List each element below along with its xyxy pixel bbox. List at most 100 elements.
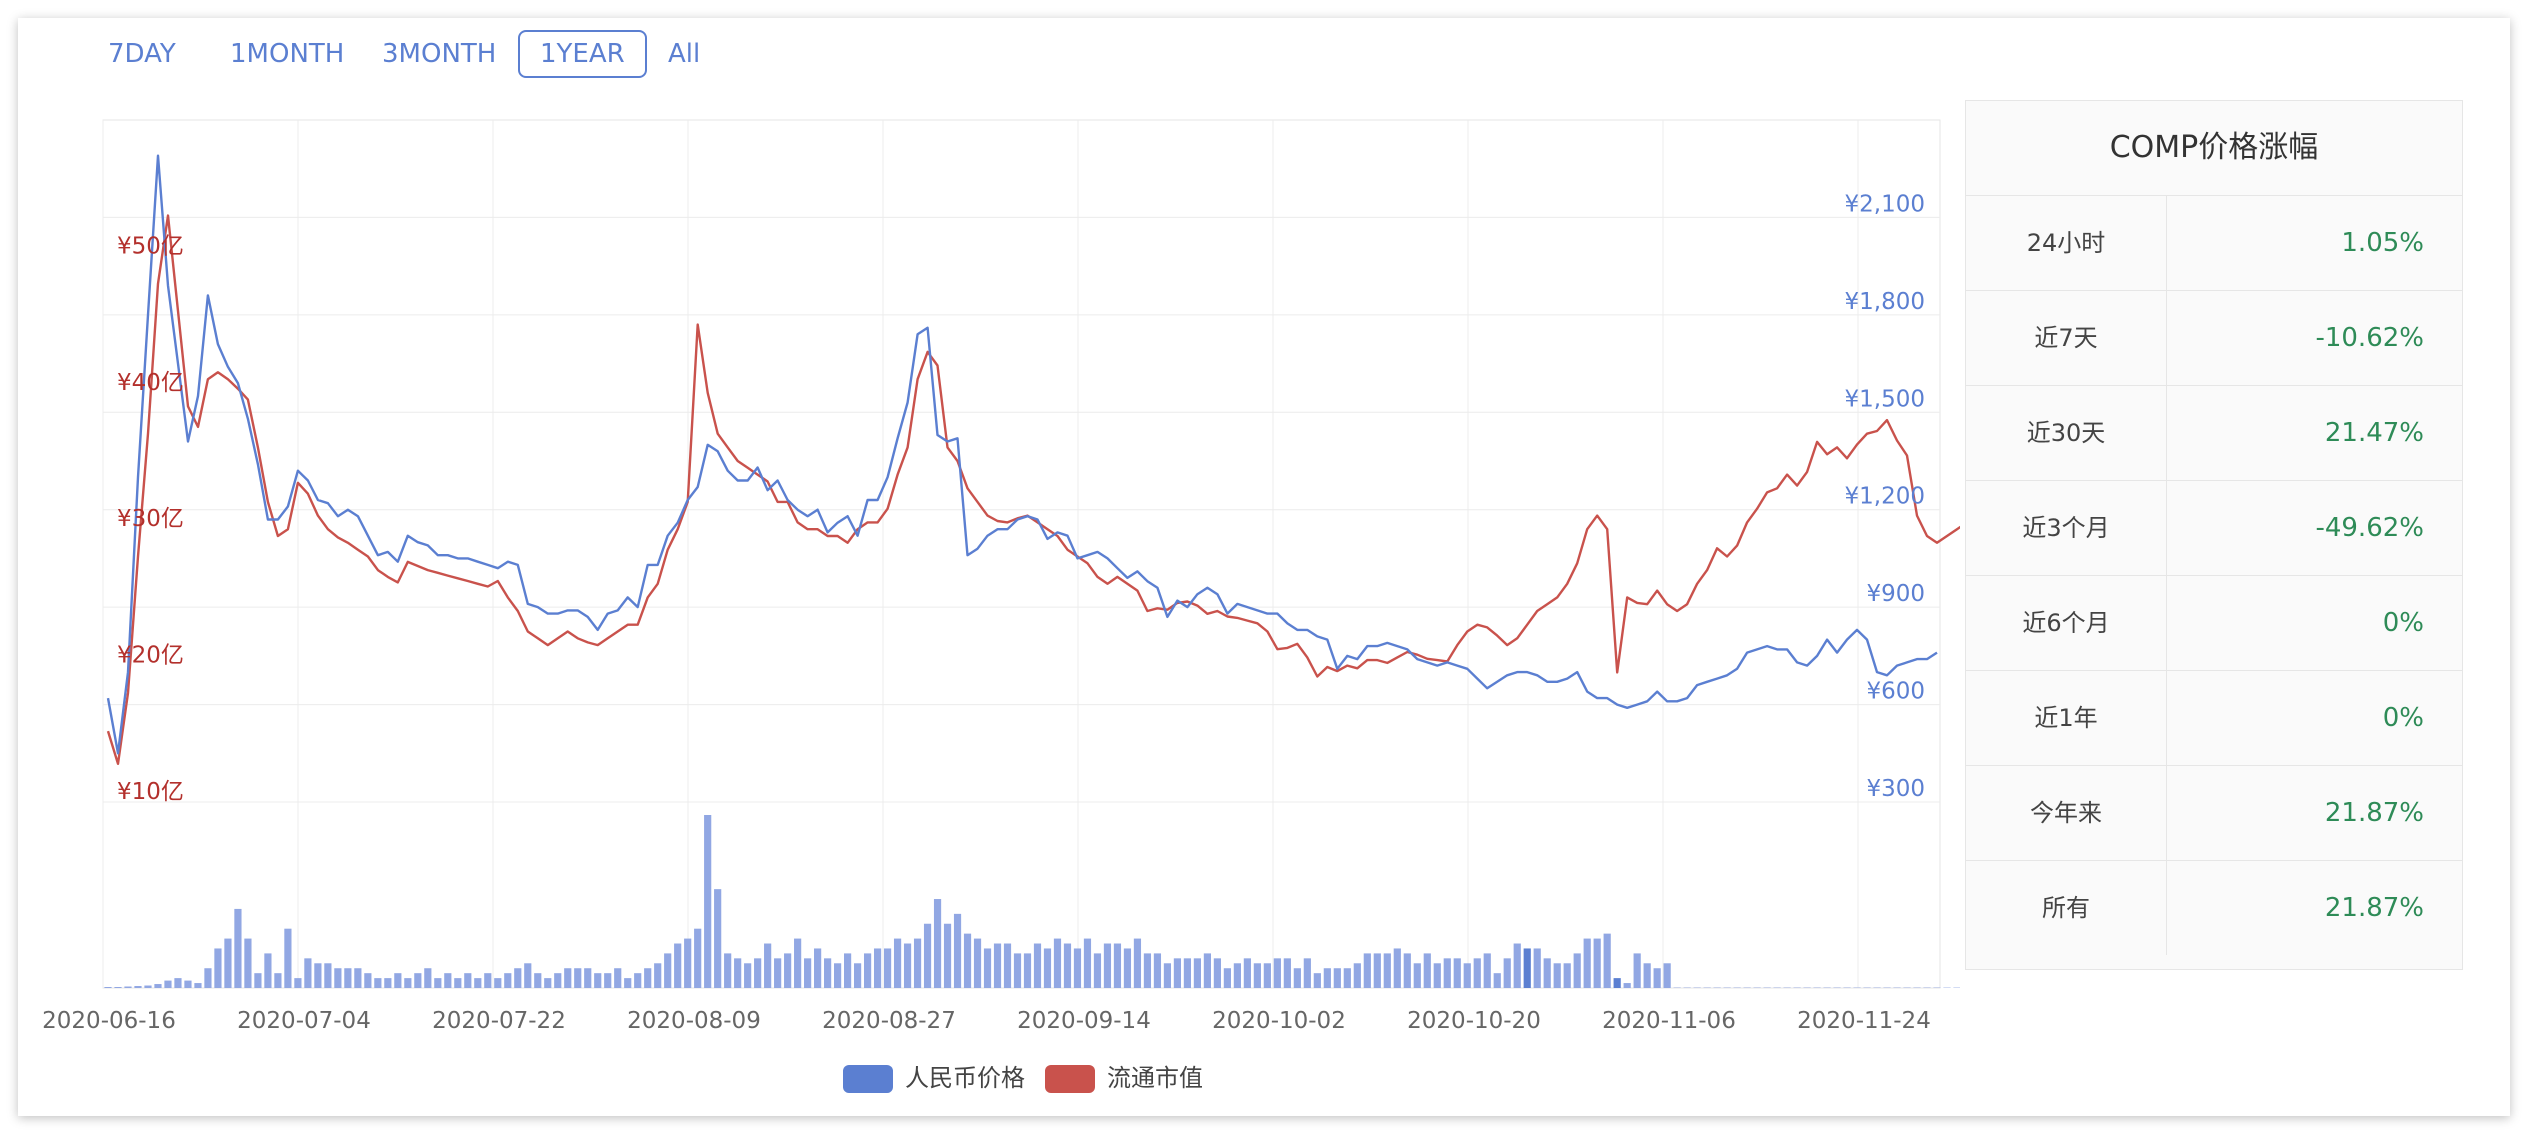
volume-bar bbox=[1213, 958, 1221, 988]
volume-bar bbox=[804, 958, 812, 988]
volume-bar bbox=[903, 943, 912, 988]
change-row: 今年来 21.87% bbox=[1966, 766, 2462, 861]
change-label: 24小时 bbox=[1966, 196, 2167, 290]
volume-bar bbox=[1343, 968, 1351, 988]
x-tick-label: 2020-10-02 bbox=[1212, 1008, 1346, 1034]
change-row: 近3个月 -49.62% bbox=[1966, 481, 2462, 576]
volume-bar bbox=[1833, 987, 1841, 988]
change-value: -10.62% bbox=[2315, 323, 2424, 353]
volume-bar bbox=[1483, 953, 1491, 988]
volume-bar bbox=[514, 968, 522, 988]
volume-bar bbox=[364, 973, 372, 988]
y-left-tick-label: ¥50亿 bbox=[117, 233, 184, 259]
volume-bar bbox=[334, 968, 342, 988]
price-chart: ¥300 ¥600 ¥900 ¥1,200 ¥1,500 ¥1,800 ¥2,100 ¥10亿… bbox=[42, 119, 1960, 1034]
volume-bar bbox=[644, 968, 652, 988]
volume-bar bbox=[824, 958, 832, 988]
volume-bar bbox=[1443, 958, 1451, 988]
volume-bar bbox=[883, 948, 892, 988]
y-right-tick-label: ¥1,800 bbox=[1845, 289, 1925, 315]
tab-7day[interactable]: 7DAY bbox=[108, 39, 176, 69]
volume-bar bbox=[1243, 958, 1251, 988]
volume-bar bbox=[674, 943, 682, 988]
volume-bar bbox=[114, 987, 122, 988]
y-right-tick-label: ¥300 bbox=[1866, 776, 1925, 802]
legend-item-price[interactable]: 人民币价格 bbox=[843, 1064, 1025, 1093]
volume-bar bbox=[284, 928, 292, 988]
volume-bar bbox=[324, 963, 332, 988]
volume-bar bbox=[1773, 987, 1781, 988]
y-right-tick-label: ¥1,200 bbox=[1845, 484, 1925, 510]
volume-bar bbox=[684, 938, 692, 988]
volume-bar bbox=[1513, 943, 1521, 988]
volume-bar bbox=[1423, 953, 1431, 988]
tab-1month[interactable]: 1MONTH bbox=[230, 39, 345, 69]
volume-bar bbox=[184, 980, 192, 988]
volume-bar bbox=[224, 938, 232, 988]
tab-all[interactable]: All bbox=[668, 39, 701, 69]
volume-bar bbox=[1523, 948, 1531, 988]
volume-bar bbox=[504, 973, 512, 988]
volume-bar bbox=[1363, 953, 1371, 988]
volume-bar bbox=[234, 908, 242, 988]
tab-1year[interactable]: 1YEAR bbox=[518, 30, 647, 78]
volume-bar bbox=[1033, 943, 1042, 988]
volume-bar bbox=[724, 953, 732, 988]
volume-bar bbox=[1303, 958, 1311, 988]
y-right-tick-label: ¥900 bbox=[1866, 581, 1925, 607]
volume-bar bbox=[1883, 987, 1891, 988]
volume-bar bbox=[274, 973, 282, 988]
panel-title: COMP价格涨幅 bbox=[1966, 101, 2462, 196]
volume-bar bbox=[963, 933, 972, 988]
x-tick-label: 2020-11-06 bbox=[1602, 1008, 1736, 1034]
volume-bar bbox=[434, 978, 442, 988]
volume-bar bbox=[1923, 987, 1931, 988]
y-left-tick-label: ¥40亿 bbox=[117, 370, 184, 396]
tab-3month[interactable]: 3MONTH bbox=[382, 39, 497, 69]
volume-bar bbox=[314, 963, 322, 988]
axis-labels: ¥300 ¥600 ¥900 ¥1,200 ¥1,500 ¥1,800 ¥2,100 ¥10亿… bbox=[42, 191, 1931, 1034]
volume-bar bbox=[614, 968, 622, 988]
volume-bar bbox=[814, 948, 822, 988]
change-row: 24小时 1.05% bbox=[1966, 196, 2462, 291]
change-value: -49.62% bbox=[2315, 513, 2424, 543]
legend-item-marketcap[interactable]: 流通市值 bbox=[1045, 1064, 1203, 1093]
change-value: 0% bbox=[2382, 608, 2424, 638]
volume-bar bbox=[1043, 948, 1052, 988]
volume-bar bbox=[734, 958, 742, 988]
volume-bar bbox=[784, 953, 792, 988]
volume-bar bbox=[1293, 968, 1301, 988]
volume-bar bbox=[1453, 958, 1461, 988]
volume-bar bbox=[774, 958, 782, 988]
volume-bar bbox=[1373, 953, 1381, 988]
volume-bar bbox=[604, 973, 612, 988]
y-left-tick-label: ¥30亿 bbox=[117, 506, 184, 532]
volume-bar bbox=[1123, 948, 1132, 988]
volume-bar bbox=[1663, 963, 1671, 988]
volume-bar bbox=[164, 980, 172, 988]
volume-bar bbox=[404, 978, 412, 988]
volume-bar bbox=[104, 987, 112, 988]
volume-bar bbox=[664, 953, 672, 988]
volume-bar bbox=[144, 985, 152, 988]
volume-bar bbox=[1843, 987, 1851, 988]
volume-bar bbox=[1053, 938, 1062, 988]
volume-bar bbox=[1643, 963, 1651, 988]
volume-bar bbox=[1933, 987, 1941, 988]
volume-bar bbox=[1093, 953, 1102, 988]
volume-bar bbox=[1533, 948, 1541, 988]
volume-bar bbox=[1793, 987, 1801, 988]
volume-bar bbox=[204, 968, 212, 988]
chart-legend: 人民币价格 bbox=[843, 1063, 1025, 1093]
volume-bar bbox=[484, 973, 492, 988]
volume-bar bbox=[1433, 963, 1441, 988]
volume-bar bbox=[1913, 987, 1921, 988]
volume-bar bbox=[1193, 958, 1202, 988]
volume-bar bbox=[584, 968, 592, 988]
volume-bar bbox=[943, 923, 952, 988]
volume-bar bbox=[1753, 987, 1761, 988]
volume-bar bbox=[394, 973, 402, 988]
volume-bar bbox=[1953, 987, 1960, 988]
volume-bar bbox=[474, 978, 482, 988]
y-left-tick-label: ¥10亿 bbox=[117, 779, 184, 805]
